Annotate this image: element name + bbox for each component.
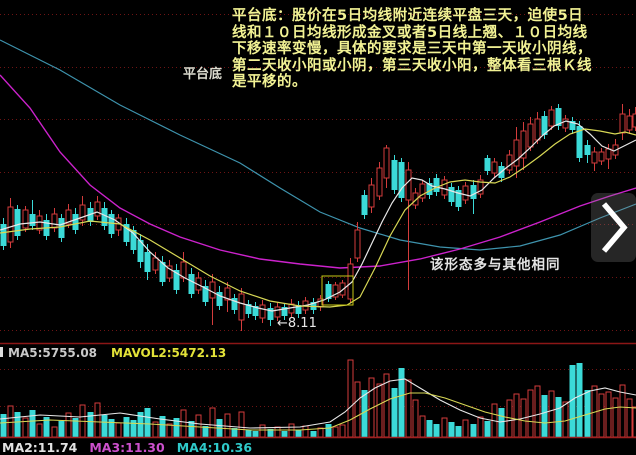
bottom-indicator-row: MA2:11.74 MA3:11.30 MA4:10.36 xyxy=(2,440,252,455)
annotation-line: 线和１０日均线形成金叉或者5日线上翘、１０日均线 xyxy=(232,24,588,41)
mavol2-value: MAVOL2:5472.13 xyxy=(111,346,227,360)
ma5-value: MA5:5755.08 xyxy=(8,346,98,360)
ma4-value: MA4:10.36 xyxy=(176,440,253,455)
ma3-value: MA3:11.30 xyxy=(89,440,165,455)
annotation-line: 下移速率变慢，具体的要求是三天中第一天收小阴线， xyxy=(232,41,592,57)
main-indicator-row: MA5:5755.08 MAVOL2:5472.13 xyxy=(8,346,226,360)
chevron-right-icon xyxy=(601,202,628,253)
price-marker-8-11: ←8.11 xyxy=(277,316,317,331)
pattern-note-label: 该形态多与其他相同 xyxy=(430,257,561,273)
ma2-value: MA2:11.74 xyxy=(2,440,78,455)
pattern-annotation: 平台底：股价在5日均线附近连续平盘三天，迫使5日 线和１０日均线形成金叉或者5日… xyxy=(232,8,634,91)
annotation-line: 平台底：股价在5日均线附近连续平盘三天，迫使5日 xyxy=(232,8,584,24)
next-page-button[interactable] xyxy=(591,193,636,262)
annotation-line: 第二天收小阳或小阴，第三天收小阳，整体看三根Ｋ线 xyxy=(232,57,592,74)
platform-bottom-label: 平台底 xyxy=(183,67,223,82)
annotation-line: 是平移的。 xyxy=(232,74,307,90)
